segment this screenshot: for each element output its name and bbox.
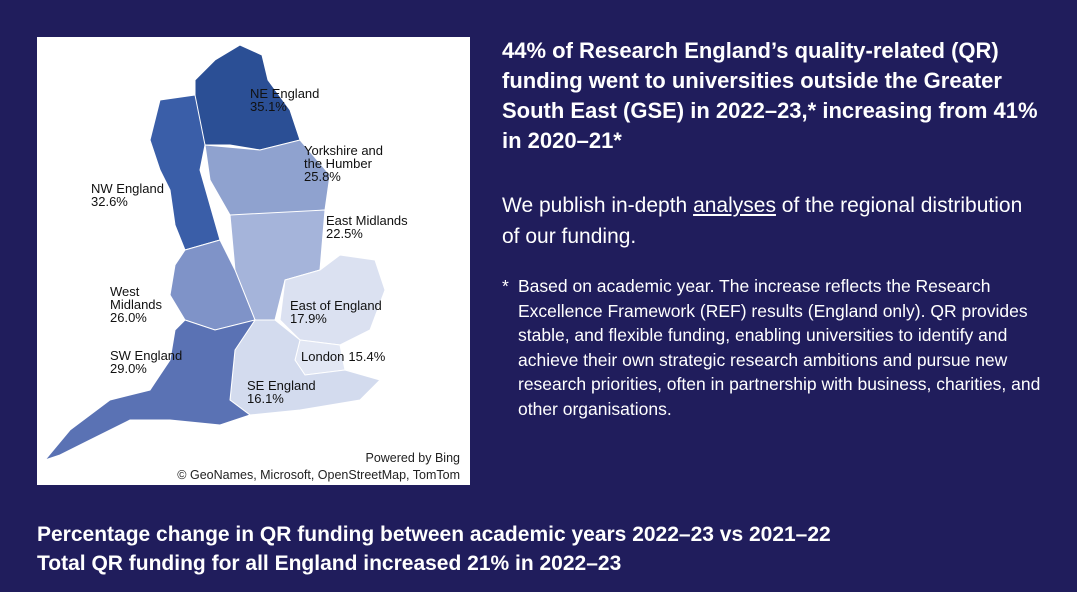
region-value: 32.6% (91, 194, 128, 209)
region-name: SE England (247, 378, 316, 393)
region-label: NW England 32.6% (91, 182, 164, 208)
analyses-link[interactable]: analyses (693, 194, 776, 217)
region-name: East Midlands (326, 213, 408, 228)
region-value: 17.9% (290, 311, 327, 326)
intro-text: of the regional distribution of our fund… (502, 194, 1023, 248)
powered-by: Powered by Bing (365, 451, 460, 465)
region-name: London (301, 349, 345, 364)
region-label: Yorkshire and the Humber 25.8% (304, 144, 404, 183)
region-value: 26.0% (110, 310, 147, 325)
region-label: East of England 17.9% (290, 299, 382, 325)
region-name: SW England (110, 348, 183, 363)
region-value: 15.4% (348, 349, 386, 364)
region-label: East Midlands 22.5% (326, 214, 408, 240)
intro: We publish in-depth analyses of the regi… (502, 190, 1042, 252)
region-label: London 15.4% (301, 350, 385, 363)
footer-line: Percentage change in QR funding between … (37, 523, 831, 546)
region-value: 35.1% (250, 99, 287, 114)
region-ne (194, 44, 301, 151)
region-name: West Midlands (110, 284, 163, 312)
region-value: 22.5% (326, 226, 363, 241)
region-value: 29.0% (110, 361, 147, 376)
region-name: East of England (290, 298, 382, 313)
intro-text: We publish in-depth (502, 194, 694, 217)
region-sw (43, 319, 257, 462)
region-name: NE England (250, 86, 320, 101)
footnote-mark: * (502, 276, 509, 296)
region-label: West Midlands 26.0% (110, 285, 170, 324)
region-ee (279, 254, 386, 346)
region-label: SW England 29.0% (110, 349, 182, 375)
footer: Percentage change in QR funding between … (37, 520, 831, 578)
headline: 44% of Research England’s quality-relate… (502, 38, 1038, 153)
region-label: NE England 35.1% (250, 87, 319, 113)
region-value: 16.1% (247, 391, 284, 406)
map: NE England 35.1% Yorkshire and the Humber… (37, 37, 470, 485)
footnote-text: Based on academic year. The increase ref… (518, 276, 1041, 419)
map-shapes (43, 44, 386, 462)
footer-line: Total QR funding for all England increas… (37, 552, 622, 575)
region-label: SE England 16.1% (247, 379, 316, 405)
footnote: * Based on academic year. The increase re… (502, 274, 1062, 421)
map-credits: © GeoNames, Microsoft, OpenStreetMap, To… (177, 468, 460, 482)
region-name: Yorkshire and the Humber (304, 143, 384, 171)
region-value: 25.8% (304, 169, 341, 184)
region-name: NW England (91, 181, 164, 196)
